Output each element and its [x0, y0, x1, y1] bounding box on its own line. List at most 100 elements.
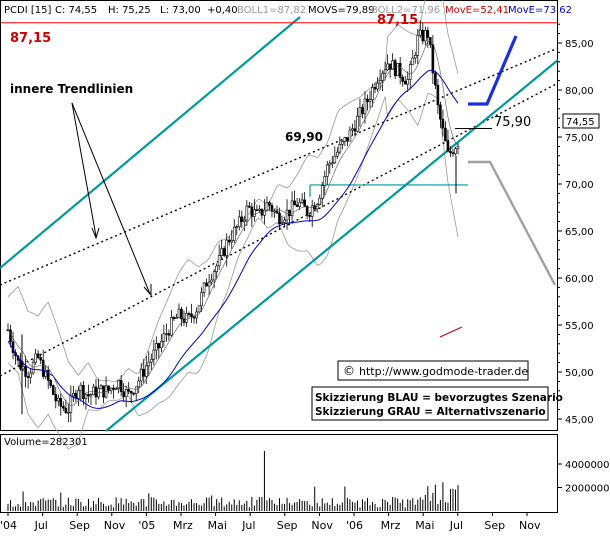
candle-body: [99, 385, 103, 389]
candle-body: [248, 205, 251, 208]
scenario-legend-box: [311, 386, 549, 421]
candle-body: [278, 212, 281, 225]
candle-body: [456, 145, 460, 150]
time-axis: '04 Jul Sep Nov '05 Mrz Mai Jul Sep Nov '06 Mrz Mai J…: [0, 512, 541, 532]
candle-body: [205, 282, 208, 287]
candle-body: [258, 208, 261, 211]
candle-body: [200, 292, 203, 307]
candle-body: [212, 271, 216, 281]
candle-body: [293, 200, 296, 206]
candle-body: [275, 210, 279, 214]
price-tick-label: 50,00: [565, 368, 594, 379]
header-movs: MOVS=79,89: [308, 5, 375, 16]
candle-body: [82, 384, 85, 399]
time-tick-label: Sep: [277, 519, 298, 531]
candle-body: [396, 63, 399, 77]
candle-body: [331, 162, 334, 165]
candle-body: [177, 308, 181, 318]
candle-body: [343, 137, 347, 142]
volume-tick-label: 2000000: [565, 484, 610, 495]
price-tick-label: 55,00: [565, 321, 594, 332]
candle-body: [361, 107, 364, 115]
header-close: C: 74,55: [55, 5, 97, 16]
header-boll1: BOLL1=87,82: [237, 5, 306, 16]
candle-body: [167, 333, 171, 336]
candle-body: [160, 341, 163, 349]
candle-body: [237, 216, 241, 228]
legend-grey-text: Skizzierung GRAU = Alternativszenario: [315, 406, 546, 418]
candle-body: [225, 239, 229, 256]
candle-body: [72, 392, 75, 397]
candle-body: [232, 226, 236, 241]
candle-body: [162, 333, 166, 342]
candle-body: [273, 210, 276, 213]
candle-body: [346, 137, 349, 142]
candle-body: [44, 369, 48, 377]
candle-body: [9, 329, 12, 343]
current-price-tag: [562, 113, 600, 129]
candle-body: [67, 411, 70, 414]
teal-channel-lines: [0, 16, 559, 432]
grey-scenario-path: [468, 160, 557, 286]
candle-body: [336, 151, 339, 157]
time-tick-label: Mai: [208, 519, 227, 531]
candle-body: [149, 358, 153, 363]
candle-body: [89, 394, 93, 397]
candle-body: [122, 391, 125, 398]
candle-body: [240, 216, 244, 222]
candle-body: [56, 397, 60, 402]
candle-body: [376, 82, 379, 90]
candle-body: [421, 29, 425, 42]
time-tick-label: Mai: [415, 519, 434, 531]
resistance-label-top: 87,15: [377, 13, 418, 28]
candle-body: [416, 35, 420, 56]
time-tick-label: Nov: [311, 519, 333, 531]
candle-body: [413, 55, 417, 59]
candle-body: [157, 343, 161, 349]
candle-body: [124, 389, 128, 398]
candle-body: [446, 140, 450, 152]
price-tick-label: 80,00: [565, 86, 594, 97]
blue-scenario-path: [468, 35, 518, 106]
candle-body: [351, 128, 354, 131]
candle-body: [303, 199, 306, 207]
candle-body: [165, 333, 168, 335]
candle-body: [381, 72, 384, 81]
candle-body: [147, 361, 151, 367]
candle-body: [245, 205, 249, 221]
candle-body: [127, 389, 130, 392]
website-link[interactable]: http://www.godmode-trader.de: [359, 365, 528, 378]
candle-body: [366, 98, 369, 102]
candle-body: [185, 313, 188, 323]
candle-body: [403, 81, 407, 85]
header-move-red: MovE=52,41: [445, 5, 509, 16]
price-axis: 85,00 80,00 75,00 70,00 65,00 60,00 55,00 50,00…: [557, 23, 594, 426]
legend-blue-text: Skizzierung BLAU = bevorzugtes Szenario: [315, 392, 563, 404]
candle-body: [94, 386, 98, 398]
candle-body: [26, 376, 30, 378]
candle-body: [49, 380, 53, 386]
candle-body: [69, 395, 73, 413]
candle-body: [227, 239, 231, 243]
header-change: +0,40: [207, 5, 238, 16]
trend-lines: [0, 47, 559, 377]
candle-body: [155, 343, 158, 351]
candle-body: [323, 176, 327, 186]
candle-body: [305, 206, 309, 216]
candle-body: [170, 317, 173, 336]
candle-body: [243, 219, 246, 222]
candle-body: [288, 209, 291, 217]
candle-body: [29, 372, 32, 378]
candle-body: [79, 384, 83, 392]
moving-average-grey: [7, 39, 459, 406]
candle-body: [142, 368, 146, 377]
candle-body: [144, 365, 148, 377]
candle-body: [102, 385, 105, 398]
candle-body: [134, 386, 138, 395]
candle-body: [152, 349, 156, 360]
price-tick-label: 60,00: [565, 274, 594, 285]
candle-body: [406, 79, 410, 85]
lower-channel-line: [105, 59, 559, 432]
target-label: 75,90: [494, 115, 531, 130]
candle-body: [310, 205, 314, 217]
